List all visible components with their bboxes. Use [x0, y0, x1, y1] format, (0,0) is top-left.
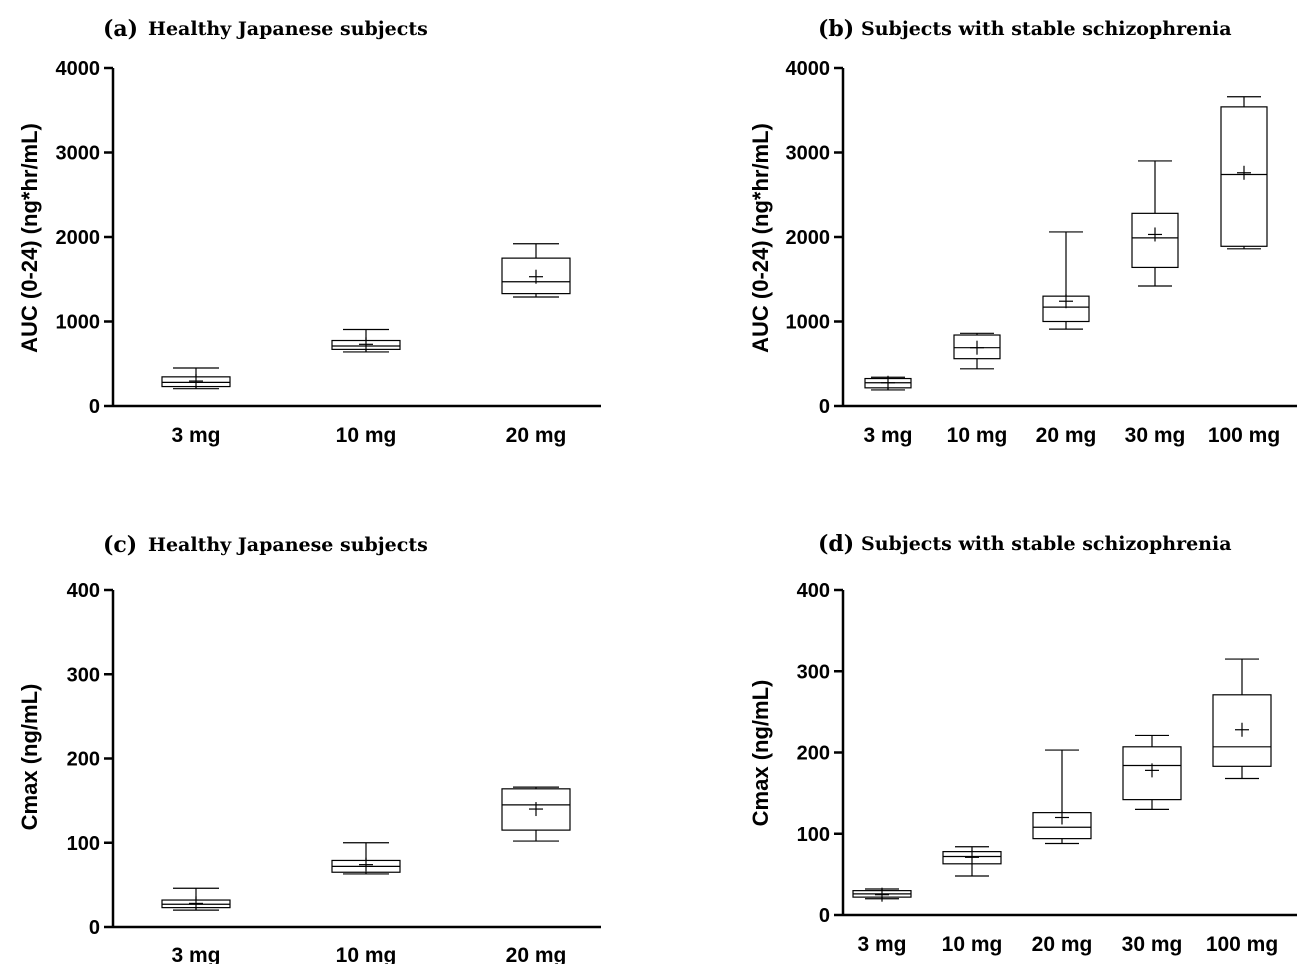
x-category-label: 100 mg — [1208, 424, 1280, 447]
box-4 — [1122, 734, 1182, 810]
panel-c: (c) Healthy Japanese subjects Cmax (ng/m… — [17, 532, 601, 964]
y-tick-label: 1000 — [56, 312, 101, 334]
panel-d-letter: (d) — [818, 531, 854, 557]
y-tick-label: 100 — [67, 833, 100, 855]
y-tick-label: 0 — [819, 905, 830, 927]
panel-c-title: Healthy Japanese subjects — [148, 534, 428, 556]
y-tick-label: 300 — [67, 664, 100, 686]
x-category-label: 30 mg — [1122, 933, 1183, 956]
y-tick-label: 400 — [797, 580, 830, 602]
panel-d-y-axis-title: Cmax (ng/mL) — [748, 680, 773, 827]
box-3 — [501, 243, 571, 298]
x-category-label: 3 mg — [171, 424, 220, 447]
box-3 — [1042, 231, 1090, 330]
box-2 — [942, 846, 1002, 877]
panel-a-letter: (a) — [103, 16, 138, 42]
box-5 — [1212, 658, 1272, 780]
y-tick-label: 3000 — [56, 143, 101, 165]
x-category-label: 10 mg — [947, 424, 1008, 447]
panel-b-title: Subjects with stable schizophrenia — [861, 18, 1232, 40]
panel-d-title: Subjects with stable schizophrenia — [861, 533, 1232, 555]
box-1 — [161, 367, 231, 390]
box-3 — [1032, 749, 1092, 845]
x-category-label: 3 mg — [863, 424, 912, 447]
y-tick-label: 100 — [797, 824, 830, 846]
panel-a-plot: 0 1000 2000 3000 4000 3 mg 10 mg 20 mg — [56, 58, 601, 447]
box-2 — [953, 332, 1001, 370]
y-tick-label: 4000 — [56, 58, 101, 80]
y-tick-label: 0 — [819, 396, 830, 418]
y-tick-label: 300 — [797, 661, 830, 683]
box-2 — [331, 842, 401, 875]
box-3 — [501, 786, 571, 842]
box-1 — [852, 887, 912, 902]
box-4 — [1131, 160, 1179, 287]
box-1 — [864, 375, 912, 391]
panel-b-y-axis-title: AUC (0-24) (ng*hr/mL) — [748, 123, 773, 353]
y-tick-label: 2000 — [786, 227, 831, 249]
panel-a-y-axis-title: AUC (0-24) (ng*hr/mL) — [17, 123, 42, 353]
y-tick-label: 0 — [89, 396, 100, 418]
x-category-label: 20 mg — [1036, 424, 1097, 447]
panel-d-plot: 0 100 200 300 400 3 mg 10 mg 20 mg 30 mg 100 mg — [797, 580, 1297, 956]
panel-a: (a) Healthy Japanese subjects AUC (0-24)… — [17, 16, 601, 447]
panel-c-plot: 0 100 200 300 400 3 mg 10 mg 20 mg — [67, 580, 601, 964]
y-tick-label: 2000 — [56, 227, 101, 249]
box-5 — [1220, 96, 1268, 250]
box-1 — [161, 887, 231, 911]
y-tick-label: 200 — [67, 749, 100, 771]
panel-b-plot: 0 1000 2000 3000 4000 3 mg 10 mg 20 mg 30 mg 100 … — [786, 58, 1297, 447]
y-tick-label: 200 — [797, 743, 830, 765]
x-category-label: 30 mg — [1125, 424, 1186, 447]
x-category-label: 20 mg — [506, 944, 567, 964]
panel-b: (b) Subjects with stable schizophrenia A… — [748, 16, 1297, 447]
x-category-label: 3 mg — [171, 944, 220, 964]
panel-c-letter: (c) — [103, 532, 137, 558]
panel-b-letter: (b) — [818, 16, 854, 42]
panel-d: (d) Subjects with stable schizophrenia C… — [748, 531, 1297, 956]
panel-a-title: Healthy Japanese subjects — [148, 18, 428, 40]
box-iqr — [1212, 694, 1272, 767]
x-category-label: 10 mg — [942, 933, 1003, 956]
y-tick-label: 400 — [67, 580, 100, 602]
x-category-label: 3 mg — [857, 933, 906, 956]
x-category-label: 10 mg — [336, 424, 397, 447]
y-tick-label: 1000 — [786, 312, 831, 334]
x-category-label: 100 mg — [1206, 933, 1278, 956]
y-tick-label: 3000 — [786, 143, 831, 165]
panel-c-y-axis-title: Cmax (ng/mL) — [17, 684, 42, 831]
x-category-label: 10 mg — [336, 944, 397, 964]
x-category-label: 20 mg — [506, 424, 567, 447]
x-category-label: 20 mg — [1032, 933, 1093, 956]
box-2 — [331, 328, 401, 353]
y-tick-label: 0 — [89, 917, 100, 939]
y-tick-label: 4000 — [786, 58, 831, 80]
